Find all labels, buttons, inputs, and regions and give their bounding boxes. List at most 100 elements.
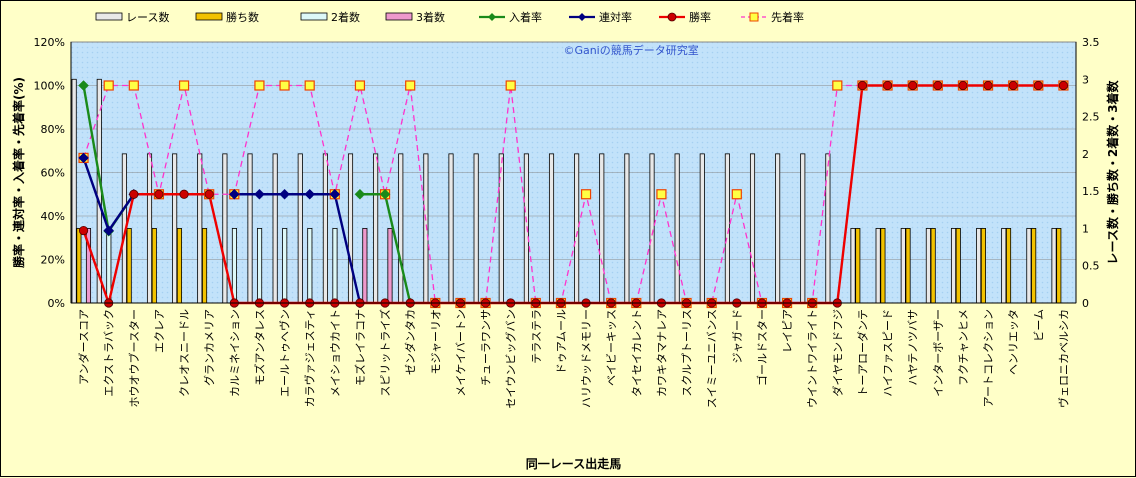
legend-label: 3着数 xyxy=(416,10,445,24)
bar xyxy=(749,153,756,304)
left-axis-title: 勝率・連対率・入着率・先着率(%) xyxy=(11,77,26,268)
data-point xyxy=(958,80,968,91)
legend-swatch xyxy=(195,12,223,21)
data-point xyxy=(254,80,265,91)
category-label: モジャーリオ xyxy=(429,309,442,374)
legend-label: 連対率 xyxy=(599,10,632,24)
data-point xyxy=(78,225,89,236)
left-tick-label: 0% xyxy=(48,297,65,310)
legend: レース数 勝ち数 2着数 3着数 入着率 連対率 勝率 先着率 xyxy=(95,10,804,24)
bar xyxy=(1001,228,1007,304)
category-label: モズアンタレス xyxy=(252,309,266,386)
bar xyxy=(950,228,957,304)
legend-label: 勝ち数 xyxy=(226,10,259,24)
left-tick-label: 20% xyxy=(41,254,65,267)
bar xyxy=(76,228,82,304)
bar xyxy=(322,153,328,304)
category-label: スクルプトーリス xyxy=(681,309,694,397)
bar xyxy=(387,228,393,304)
bar xyxy=(875,228,881,304)
data-point xyxy=(179,189,189,199)
bar xyxy=(282,228,288,304)
data-point xyxy=(304,80,315,91)
data-point xyxy=(983,80,993,91)
bar xyxy=(674,153,680,304)
category-label: レイピア xyxy=(781,309,794,353)
bar xyxy=(202,228,208,304)
category-label: アンダースコア xyxy=(77,309,91,385)
data-point xyxy=(103,80,114,91)
legend-label: 2着数 xyxy=(331,10,360,24)
category-label: クレオスニードル xyxy=(178,309,191,397)
category-labels: アンダースコア エクストラバック ホウオウブースター エクレア クレオスニードル グランカ… xyxy=(77,309,1071,409)
data-point xyxy=(405,80,416,91)
watermark: ©Ganiの競馬データ研究室 xyxy=(563,43,698,57)
category-label: チューラワンサ xyxy=(480,309,493,386)
bar xyxy=(925,228,931,304)
bar xyxy=(1006,228,1012,304)
bar xyxy=(498,153,504,304)
bar xyxy=(699,153,705,304)
legend-label: 入着率 xyxy=(509,10,542,24)
data-point xyxy=(304,188,316,200)
bar xyxy=(332,228,338,304)
legend-marker xyxy=(749,12,759,22)
data-point xyxy=(857,80,868,91)
right-tick-label: 3 xyxy=(1082,73,1089,86)
category-label: セイウンビッグバン xyxy=(504,309,518,409)
right-tick-label: 1 xyxy=(1082,222,1089,235)
category-label: ハヤテノツバサ xyxy=(907,309,920,386)
data-point xyxy=(279,80,290,91)
bar xyxy=(624,153,630,304)
category-label: ヘンリエッタ xyxy=(1007,309,1020,375)
category-label: ハイファスピード xyxy=(882,309,895,397)
data-point xyxy=(78,152,89,164)
data-point xyxy=(656,189,667,200)
data-point xyxy=(832,80,843,91)
bar xyxy=(1051,228,1057,304)
right-tick-label: 2.5 xyxy=(1082,111,1100,124)
bar xyxy=(955,228,961,304)
bar xyxy=(222,153,228,304)
bar xyxy=(574,153,580,304)
legend-marker xyxy=(667,12,677,22)
bar xyxy=(448,153,454,304)
bar xyxy=(855,228,861,304)
bar xyxy=(800,153,806,304)
category-label: モズレイラコナ xyxy=(353,309,367,386)
category-label: ベイビーキッス xyxy=(605,309,618,386)
left-tick-label: 60% xyxy=(41,167,65,180)
bar xyxy=(362,228,368,304)
bar xyxy=(197,153,203,304)
category-label: フクチャンヒメ xyxy=(957,309,970,386)
category-label: ジャガード xyxy=(731,309,744,363)
category-label: ハリウッドメモリー xyxy=(580,309,593,408)
category-label: エクレア xyxy=(153,309,166,353)
data-point xyxy=(78,80,89,91)
category-label: ゴールドスター xyxy=(755,309,769,386)
category-label: テラステラ xyxy=(530,309,543,364)
category-label: ゼンダンタカ xyxy=(403,309,417,375)
bar xyxy=(1026,228,1032,304)
data-point xyxy=(204,189,214,199)
data-point xyxy=(129,189,139,199)
right-tick-label: 3.5 xyxy=(1082,36,1100,49)
data-point xyxy=(379,188,391,200)
category-label: エクストラバック xyxy=(103,309,116,397)
data-point xyxy=(1058,80,1069,91)
legend-label: レース数 xyxy=(126,11,169,24)
bar xyxy=(473,153,479,304)
right-tick-label: 0.5 xyxy=(1082,260,1100,273)
left-tick-label: 40% xyxy=(41,210,65,223)
data-point xyxy=(731,189,742,200)
bar xyxy=(980,228,986,304)
bar xyxy=(900,228,906,304)
bar xyxy=(257,228,263,304)
bar xyxy=(775,153,781,304)
data-point xyxy=(505,80,516,91)
bar xyxy=(373,153,379,304)
category-label: ドゥアムール xyxy=(555,309,568,374)
data-point xyxy=(228,188,240,200)
right-tick-labels: 0 0.5 1 1.5 2 2.5 3 3.5 xyxy=(1082,36,1100,310)
